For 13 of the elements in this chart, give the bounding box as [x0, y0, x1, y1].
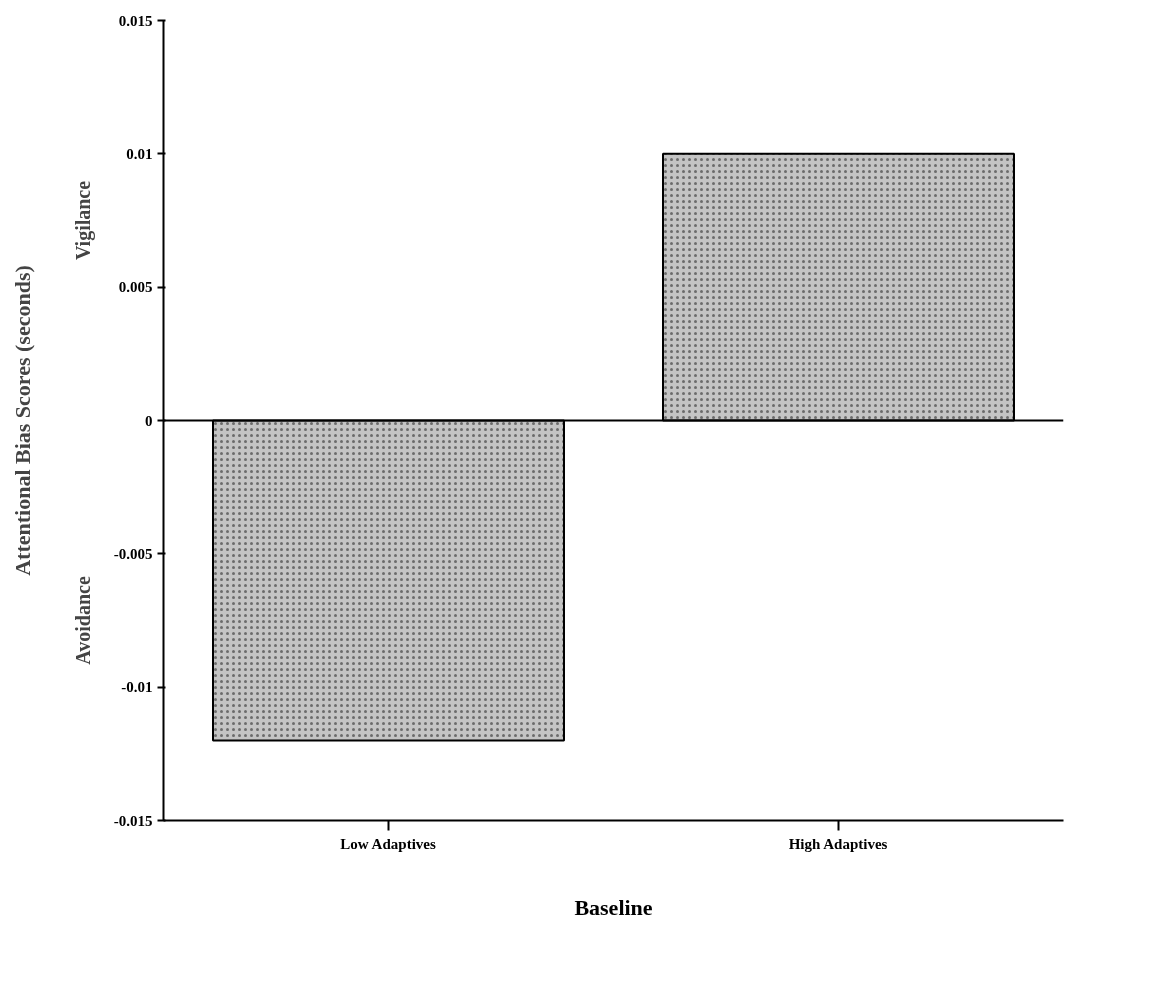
y-tick-label: 0	[145, 412, 153, 429]
x-tick-label: Low Adaptives	[340, 835, 436, 852]
x-tick-label: High Adaptives	[788, 835, 888, 852]
y-tick-label: 0.005	[118, 279, 153, 296]
x-axis-title: Baseline	[574, 894, 653, 920]
y-tick-label: -0.01	[121, 679, 153, 696]
y-tick-label: 0.01	[126, 145, 153, 162]
y-tick-label: -0.015	[113, 812, 153, 829]
text: Vigilance	[72, 180, 95, 261]
text: Avoidance	[72, 576, 94, 665]
y-axis-title: Attentional Bias Scores (seconds)	[10, 265, 35, 576]
y-tick-label: 0.015	[118, 12, 153, 29]
y-tick-label: -0.005	[113, 545, 153, 562]
